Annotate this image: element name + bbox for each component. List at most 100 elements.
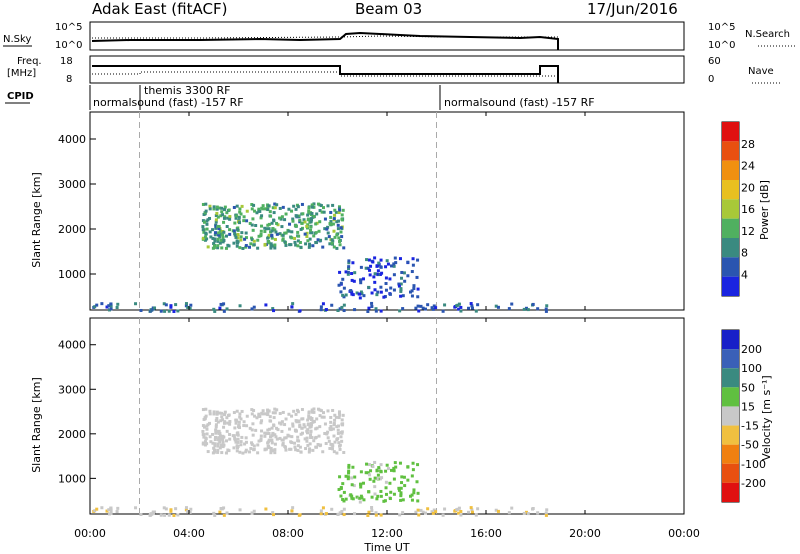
data-cell	[303, 220, 307, 224]
data-cell	[208, 412, 212, 416]
data-cell	[202, 230, 206, 234]
data-cell	[218, 440, 222, 444]
colorbar-swatch	[722, 141, 739, 161]
data-cell	[459, 513, 463, 517]
colorbar-tick-label: 12	[741, 225, 755, 238]
data-cell	[310, 410, 314, 414]
data-cell	[314, 427, 318, 431]
data-cell	[340, 305, 344, 309]
data-cell	[316, 407, 320, 411]
data-cell	[411, 263, 415, 267]
data-cell	[366, 309, 370, 313]
data-cell	[306, 443, 310, 447]
data-cell	[272, 211, 276, 215]
data-cell	[401, 294, 405, 298]
data-cell	[271, 307, 275, 311]
power-marks	[92, 112, 549, 313]
data-cell	[337, 424, 341, 428]
data-cell	[278, 216, 282, 220]
data-cell	[203, 235, 207, 239]
data-cell	[411, 257, 415, 261]
data-cell	[365, 462, 369, 466]
colorbar-swatch	[722, 368, 739, 388]
data-cell	[544, 309, 548, 313]
x-tick-label: 20:00	[569, 527, 601, 540]
data-cell	[324, 308, 328, 312]
colorbar-swatch	[722, 180, 739, 200]
data-cell	[392, 492, 396, 496]
data-cell	[364, 471, 368, 475]
data-cell	[318, 414, 322, 418]
data-cell	[248, 245, 252, 249]
data-cell	[211, 451, 215, 455]
data-cell	[270, 229, 274, 233]
data-cell	[211, 432, 215, 436]
data-cell	[263, 226, 267, 230]
data-cell	[476, 303, 480, 307]
data-cell	[307, 206, 311, 210]
colorbar-swatch	[722, 463, 739, 483]
data-cell	[301, 417, 305, 421]
y-tick-label: 4000	[58, 339, 86, 352]
freq-panel	[89, 55, 685, 84]
data-cell	[300, 426, 304, 430]
data-cell	[257, 207, 261, 211]
data-cell	[370, 304, 374, 308]
data-cell	[283, 231, 287, 235]
data-cell	[411, 461, 415, 465]
data-cell	[288, 222, 292, 226]
data-cell	[399, 491, 403, 495]
data-cell	[270, 221, 274, 225]
data-cell	[392, 273, 396, 277]
data-cell	[372, 275, 376, 279]
data-cell	[223, 410, 227, 414]
data-cell	[338, 475, 342, 479]
data-cell	[388, 481, 392, 485]
data-cell	[184, 506, 188, 510]
data-cell	[201, 228, 205, 232]
data-cell	[217, 233, 221, 237]
data-cell	[290, 209, 294, 213]
colorbar-tick-label: 24	[741, 160, 755, 173]
data-cell	[342, 286, 346, 290]
data-cell	[470, 306, 474, 310]
data-cell	[494, 304, 498, 308]
data-cell	[287, 229, 291, 233]
data-cell	[267, 227, 271, 231]
data-cell	[167, 309, 171, 313]
colorbar-swatch	[722, 199, 739, 219]
data-cell	[213, 442, 217, 446]
x-tick-label: 00:00	[668, 527, 700, 540]
data-cell	[222, 506, 226, 510]
data-cell	[216, 450, 220, 454]
data-cell	[459, 309, 463, 313]
data-cell	[216, 215, 220, 219]
data-cell	[228, 215, 232, 219]
data-cell	[284, 243, 288, 247]
data-cell	[109, 511, 113, 515]
data-cell	[379, 513, 383, 517]
data-cell	[371, 260, 375, 264]
data-cell	[400, 481, 404, 485]
data-cell	[416, 463, 420, 467]
data-cell	[266, 223, 270, 227]
data-cell	[220, 451, 224, 455]
data-cell	[392, 288, 396, 292]
y-tick-label: 2000	[58, 223, 86, 236]
data-cell	[203, 425, 207, 429]
data-cell	[308, 447, 312, 451]
data-cell	[272, 513, 276, 517]
data-cell	[253, 414, 257, 418]
data-cell	[238, 450, 242, 454]
data-cell	[384, 486, 388, 490]
data-cell	[300, 202, 304, 206]
data-cell	[389, 286, 393, 290]
data-cell	[321, 450, 325, 454]
colorbar-swatch	[722, 482, 739, 502]
data-cell	[331, 408, 335, 412]
data-cell	[316, 202, 320, 206]
data-cell	[302, 218, 306, 222]
colorbar-tick-label: 200	[741, 343, 762, 356]
data-cell	[342, 513, 346, 517]
cpid-label: CPID	[7, 91, 34, 102]
